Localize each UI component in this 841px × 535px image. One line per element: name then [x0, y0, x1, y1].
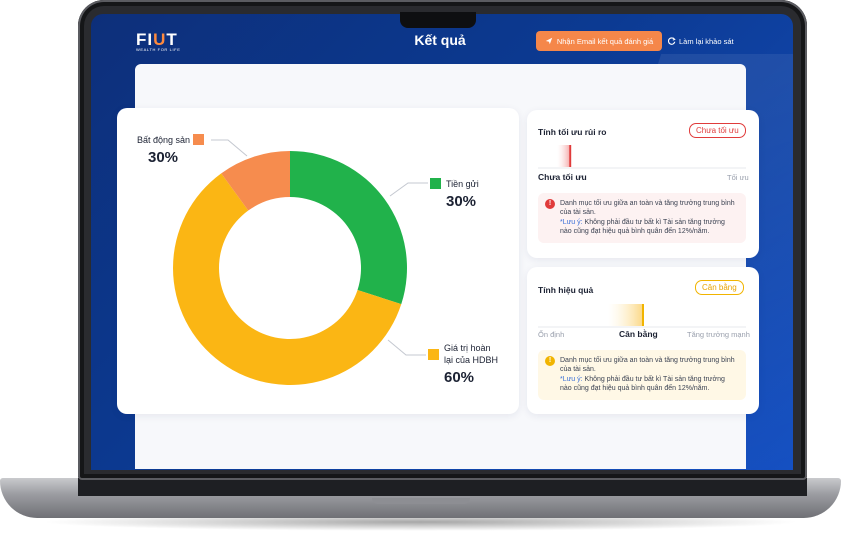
- risk-label-left: Chưa tối ưu: [538, 172, 587, 182]
- email-result-button[interactable]: Nhận Email kết quả đánh giá: [536, 31, 662, 51]
- efficiency-card-title: Tính hiệu quả: [538, 285, 594, 295]
- efficiency-label-mid: Cân bằng: [619, 329, 658, 339]
- leader-line-realestate: [211, 139, 248, 157]
- send-icon: [545, 37, 553, 45]
- page-title: Kết quả: [414, 32, 466, 48]
- laptop-hinge: [78, 478, 807, 496]
- alert-icon: !: [545, 199, 555, 209]
- efficiency-level-marker: [642, 304, 644, 326]
- donut-slice-insurance: [173, 173, 402, 385]
- risk-label-right: Tối ưu: [727, 173, 749, 182]
- risk-scale-bar: [538, 145, 746, 169]
- efficiency-status-badge: Cân bằng: [695, 280, 744, 295]
- legend-insurance-label-2: lại của HDBH: [444, 355, 499, 365]
- donut-slice-realestate: [221, 151, 290, 211]
- efficiency-note: ! Danh mục tối ưu giữa an toàn và tăng t…: [538, 350, 746, 400]
- legend-insurance-value: 60%: [444, 369, 475, 386]
- legend-realestate-swatch: [193, 134, 204, 145]
- brand-logo[interactable]: FIUT: [136, 30, 178, 49]
- legend-deposit-swatch: [430, 178, 441, 189]
- leader-line-deposit: [389, 182, 428, 197]
- leader-line-insurance: [387, 339, 426, 356]
- laptop-groove: [372, 498, 470, 504]
- redo-survey-button[interactable]: Làm lại khảo sát: [668, 31, 746, 51]
- donut-slice-deposit: [290, 151, 407, 305]
- info-icon: !: [545, 356, 555, 366]
- brand-tagline: WEALTH FOR LIFE: [136, 47, 181, 52]
- risk-card-title: Tính tối ưu rủi ro: [538, 127, 607, 137]
- legend-deposit-label: Tiền gửi: [446, 179, 479, 189]
- efficiency-level-fill: [608, 304, 642, 326]
- legend-realestate-value: 30%: [148, 149, 179, 166]
- legend-insurance-label-1: Giá trị hoàn: [444, 343, 491, 353]
- legend-realestate-label: Bất động sản: [137, 135, 191, 145]
- risk-level-fill: [557, 145, 570, 167]
- efficiency-label-left: Ổn định: [538, 330, 565, 339]
- legend-deposit-value: 30%: [446, 193, 477, 210]
- risk-note: ! Danh mục tối ưu giữa an toàn và tăng t…: [538, 193, 746, 243]
- legend-insurance-swatch: [428, 349, 439, 360]
- camera-notch: [400, 12, 476, 28]
- refresh-icon: [668, 37, 676, 45]
- efficiency-scale-bar: [538, 304, 746, 328]
- risk-status-badge: Chưa tối ưu: [689, 123, 746, 138]
- risk-level-marker: [569, 145, 572, 167]
- efficiency-label-right: Tăng trưởng mạnh: [687, 330, 750, 339]
